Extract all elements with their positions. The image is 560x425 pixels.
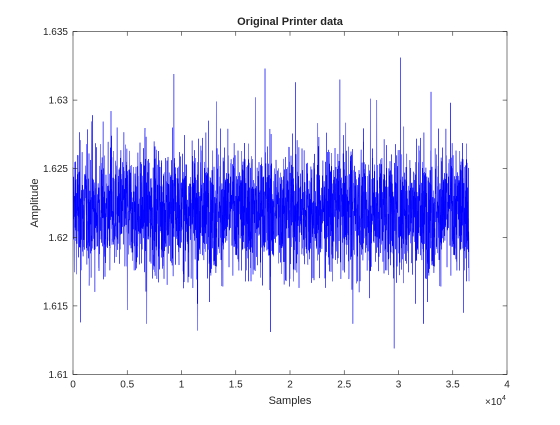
chart-title: Original Printer data [237, 16, 344, 28]
tick-layer: 0 0.5 1 1.5 2 2.5 3 3.5 4 1.61 1.615 1.62 1.625 1.63 1… [43, 27, 510, 391]
y-tick-label: 1.62 [49, 233, 69, 244]
y-tick-label: 1.61 [49, 370, 69, 381]
y-tick-label: 1.625 [43, 164, 68, 175]
x-axis-exponent: ×104 [485, 395, 506, 408]
x-exponent-base: ×10 [485, 397, 502, 408]
x-axis-label: Samples [269, 395, 312, 407]
x-exponent-power: 4 [502, 395, 506, 402]
x-tick-label: 1 [179, 380, 185, 391]
x-tick-label: 3.5 [446, 380, 460, 391]
x-tick-label: 0 [70, 380, 76, 391]
y-tick-label: 1.635 [43, 27, 68, 38]
x-tick-label: 2.5 [337, 380, 351, 391]
x-tick-label: 0.5 [120, 380, 134, 391]
x-tick-label: 4 [504, 380, 510, 391]
x-tick-label: 1.5 [229, 380, 243, 391]
x-tick-label: 2 [287, 380, 293, 391]
y-tick-label: 1.63 [49, 96, 69, 107]
series-layer [72, 57, 470, 349]
y-axis-label: Amplitude [29, 179, 41, 228]
series-line [72, 57, 470, 349]
x-tick-label: 3 [396, 380, 402, 391]
y-tick-label: 1.615 [43, 301, 68, 312]
